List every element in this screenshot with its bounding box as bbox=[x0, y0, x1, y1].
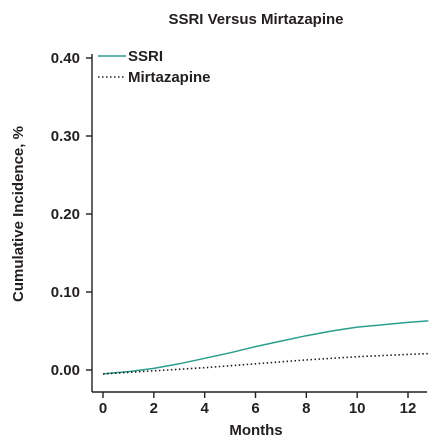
legend: SSRI Mirtazapine bbox=[98, 48, 211, 86]
y-tick-label: 0.20 bbox=[51, 206, 80, 223]
y-axis-label: Cumulative Incidence, % bbox=[10, 126, 27, 302]
x-tick-label: 12 bbox=[400, 400, 417, 417]
legend-label-mirtazapine: Mirtazapine bbox=[128, 69, 211, 86]
x-axis-label: Months bbox=[229, 422, 282, 439]
x-tick-label: 10 bbox=[349, 400, 366, 417]
x-tick-label: 2 bbox=[150, 400, 158, 417]
y-tick-label: 0.10 bbox=[51, 284, 80, 301]
x-tick-label: 4 bbox=[200, 400, 209, 417]
y-tick-label: 0.00 bbox=[51, 362, 80, 379]
x-tick-label: 8 bbox=[302, 400, 310, 417]
y-tick-label: 0.40 bbox=[51, 50, 80, 67]
series-line-mirtazapine bbox=[102, 352, 429, 375]
series-layer bbox=[102, 320, 429, 375]
chart-title: SSRI Versus Mirtazapine bbox=[168, 11, 343, 28]
series-line-ssri bbox=[102, 320, 429, 375]
x-tick-label: 6 bbox=[251, 400, 259, 417]
x-tick-label: 0 bbox=[99, 400, 107, 417]
axes: 0.00 0.10 0.20 0.30 0.40 0 2 4 6 8 10 12 bbox=[51, 50, 427, 417]
y-tick-label: 0.30 bbox=[51, 128, 80, 145]
legend-label-ssri: SSRI bbox=[128, 48, 163, 65]
